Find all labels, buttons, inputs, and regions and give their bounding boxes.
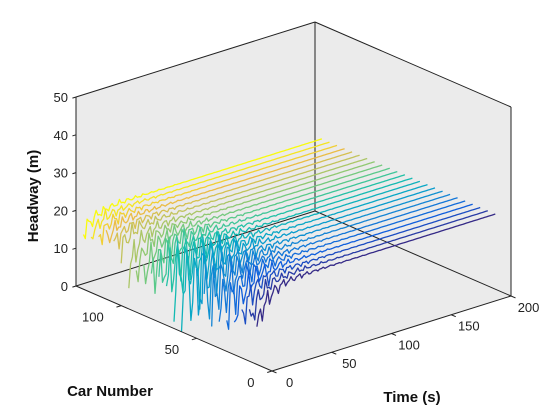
series-line-9: [195, 187, 436, 316]
axes-front-edge: [314, 21, 512, 108]
series-line-7: [211, 193, 451, 327]
x-tick-mark: [451, 314, 456, 318]
series-line-2: [248, 210, 488, 321]
y-tick-label: 0: [247, 375, 254, 390]
z-tick-mark: [72, 134, 77, 137]
series-line-21: [105, 148, 345, 244]
x-tick-mark: [331, 351, 337, 355]
series-line-24: [82, 138, 323, 240]
z-tick-label: 20: [54, 203, 68, 218]
z-tick-label: 50: [54, 90, 68, 105]
x-tick-mark: [510, 295, 516, 299]
z-tick-label: 30: [54, 166, 68, 181]
series-line-17: [135, 161, 375, 283]
z-tick-mark: [72, 172, 77, 175]
series-line-18: [128, 157, 368, 289]
floor-pane: [76, 211, 511, 371]
series-line-12: [173, 177, 413, 322]
x-tick-mark: [271, 370, 277, 374]
axes-box-front: [75, 21, 512, 372]
series-line-22: [98, 144, 338, 246]
y-tick-label: 50: [165, 342, 179, 357]
z-axis-label: Headway (m): [25, 150, 42, 243]
series-line-14: [158, 170, 398, 283]
ticks-group: 0 50 100 150 200 0 50 100 0 10 20 30 40 50: [54, 90, 540, 390]
axes-front-edge: [75, 285, 273, 372]
series-line-5: [226, 200, 466, 330]
series-line-20: [113, 151, 353, 250]
x-axis-label: Time (s): [383, 389, 440, 406]
series-line-4: [233, 203, 473, 323]
z-tick-mark: [72, 285, 77, 288]
back-pane: [76, 22, 315, 286]
series-line-8: [203, 190, 443, 320]
z-tick-label: 0: [61, 279, 68, 294]
z-tick-mark: [72, 96, 77, 99]
y-axis-label: Car Number: [67, 383, 153, 400]
series-line-15: [150, 167, 390, 295]
x-tick-label: 50: [342, 356, 356, 371]
z-tick-mark: [72, 247, 77, 250]
y-tick-label: 100: [82, 309, 104, 324]
series-line-13: [165, 174, 406, 293]
axes-front-edge: [75, 21, 316, 98]
z-tick-mark: [72, 209, 77, 213]
x-tick-label: 100: [398, 337, 420, 352]
series-line-6: [218, 197, 458, 322]
series-line-10: [188, 183, 428, 322]
x-tick-label: 0: [286, 375, 293, 390]
x-tick-mark: [391, 333, 397, 336]
axes-back-edge: [314, 210, 512, 297]
y-tick-mark: [116, 305, 122, 308]
x-tick-label: 200: [518, 300, 540, 315]
x-tick-label: 150: [458, 319, 480, 334]
z-tick-label: 40: [54, 128, 68, 143]
series-line-23: [90, 141, 330, 240]
series-line-1: [256, 213, 496, 327]
series-line-3: [241, 206, 481, 325]
y-tick-mark: [267, 370, 273, 373]
y-tick-mark: [191, 337, 197, 341]
series-line-19: [120, 154, 360, 264]
series-line-16: [143, 164, 383, 285]
z-tick-label: 10: [54, 241, 68, 256]
series-group: [82, 138, 496, 332]
